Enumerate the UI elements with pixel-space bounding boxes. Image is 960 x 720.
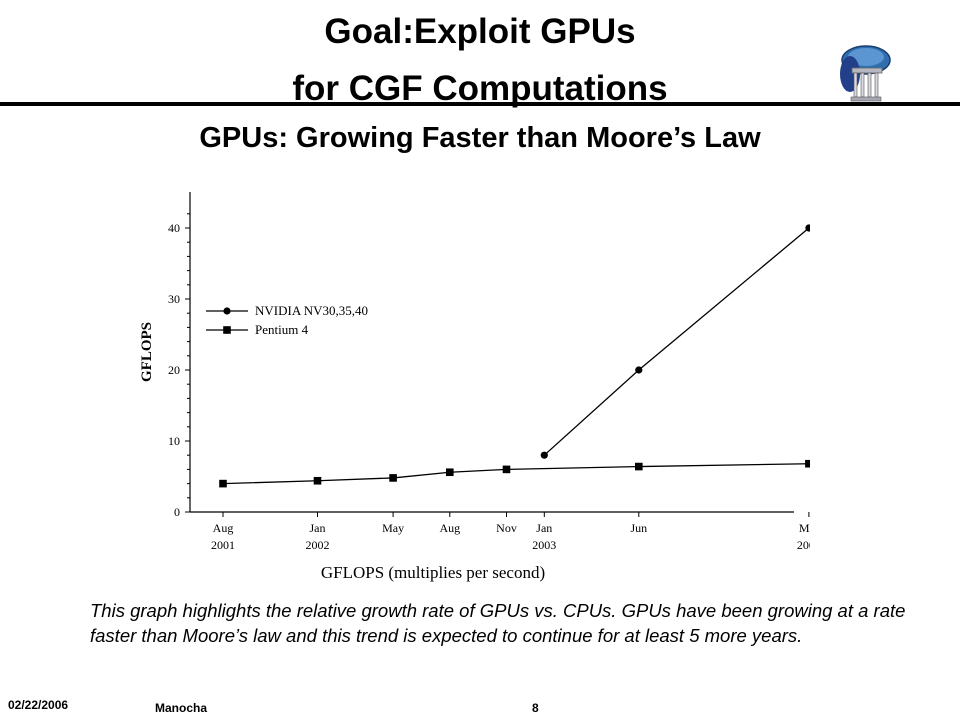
gflops-line-chart: 0 10 20 30 40 Aug 2001 Jan 2002 May Aug Nov Jan 2003 J… (139, 192, 810, 582)
x-tick-label: Aug (213, 521, 234, 535)
x-tick-label: Nov (496, 521, 517, 535)
series-line-1 (222, 463, 809, 485)
data-point-1 (313, 476, 322, 485)
slide-title-line2: for CGF Computations (292, 69, 668, 108)
data-point-0 (805, 224, 810, 232)
y-axis-label: GFLOPS (139, 322, 155, 382)
x-tick-label: Jan (310, 521, 326, 535)
y-tick-label: 20 (168, 363, 180, 377)
footer-date: 02/22/2006 (8, 698, 69, 712)
y-tick-label: 0 (174, 505, 180, 519)
data-point-1 (446, 468, 454, 477)
legend-marker-0 (223, 307, 231, 315)
data-point-0 (635, 366, 643, 374)
y-tick-label: 30 (168, 292, 180, 306)
x-tick-label-year: 2004 (797, 538, 810, 552)
legend-marker-1 (223, 326, 231, 334)
x-tick-label-year: 2003 (532, 538, 556, 552)
data-point-0 (540, 451, 548, 459)
slide-title-line1: Goal:Exploit GPUs (324, 12, 636, 51)
y-tick-label: 40 (168, 221, 180, 235)
x-tick-label: Aug (439, 521, 460, 535)
x-tick-label: Jun (630, 521, 647, 535)
legend-label-1: Pentium 4 (255, 322, 309, 337)
legend-label-0: NVIDIA NV30,35,40 (255, 303, 368, 318)
x-tick-label: May (382, 521, 404, 535)
data-point-1 (502, 465, 511, 474)
series-line-0 (543, 227, 810, 456)
data-point-1 (805, 459, 810, 468)
x-tick-label: Jan (536, 521, 552, 535)
y-tick-label: 10 (168, 434, 180, 448)
data-point-1 (635, 462, 643, 471)
slide-caption: This graph highlights the relative growt… (90, 600, 906, 646)
footer-author: Manocha (155, 701, 208, 715)
title-divider (0, 102, 960, 106)
old-well-icon (840, 45, 891, 102)
x-axis-label: GFLOPS (multiplies per second) (321, 563, 545, 582)
slide-subtitle: GPUs: Growing Faster than Moore’s Law (199, 122, 761, 154)
x-tick-label-year: 2001 (211, 538, 235, 552)
footer-page-number: 8 (532, 701, 539, 715)
data-point-1 (219, 479, 227, 488)
x-tick-label: Mar (799, 521, 810, 535)
x-tick-label-year: 2002 (306, 538, 330, 552)
data-point-1 (389, 474, 397, 482)
